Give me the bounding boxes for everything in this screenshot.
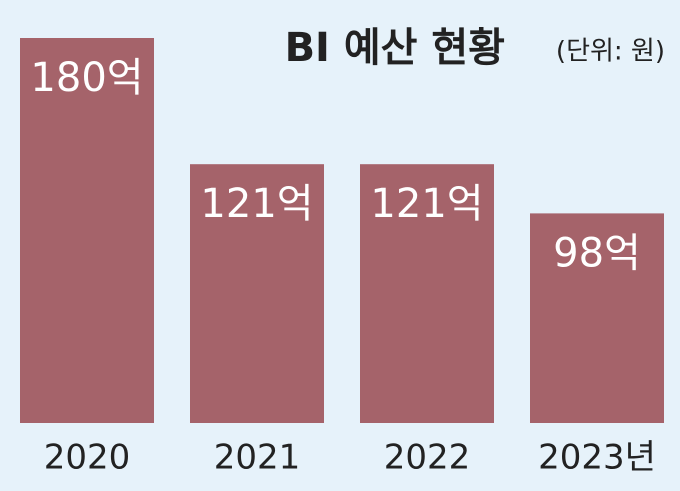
x-tick-label: 2021 (214, 438, 301, 478)
bar (360, 164, 494, 423)
value-label: 180억 (30, 55, 143, 101)
bar (190, 164, 324, 423)
x-tick-label: 2023년 (538, 438, 656, 478)
x-tick-label: 2020 (44, 438, 131, 478)
chart-subtitle: (단위: 원) (556, 37, 665, 67)
bar (20, 38, 154, 423)
value-label: 98억 (553, 230, 641, 276)
x-tick-label: 2022 (384, 438, 471, 478)
chart-title: BI 예산 현황 (285, 25, 505, 71)
value-label: 121억 (200, 181, 313, 227)
bar (530, 213, 664, 423)
value-label: 121억 (370, 181, 483, 227)
